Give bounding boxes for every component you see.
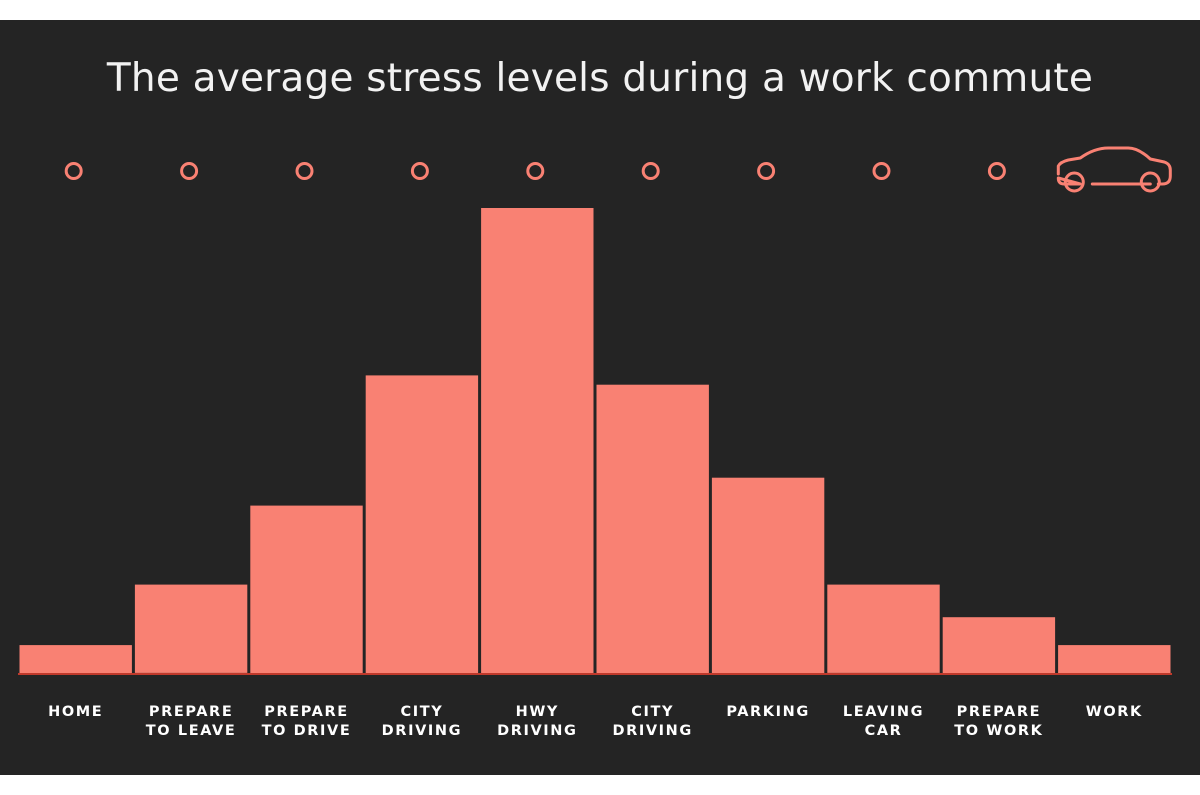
bars (19, 208, 1171, 673)
circle-marker-icon (410, 162, 429, 180)
x-tick-label-3-line-2: TO DRIVE (262, 723, 352, 739)
x-tick-labels: HOME PREPARE TO LEAVE PREPARE TO DRIVE CITY DR… (48, 704, 1143, 739)
x-tick-label-1: HOME (48, 704, 103, 720)
circle-marker-icon (64, 162, 83, 180)
x-tick-label-2-line-1: PREPARE (149, 704, 234, 720)
x-tick-label-9-line-2: TO WORK (954, 723, 1043, 739)
x-tick-label-3-line-1: PREPARE (264, 704, 349, 720)
x-tick-label-4-line-2: DRIVING (382, 723, 462, 739)
circle-marker-icon (295, 162, 314, 180)
bar-10 (1058, 645, 1171, 673)
bar-1 (19, 645, 132, 673)
x-tick-label-6-line-1: CITY (631, 704, 674, 720)
bar-9 (942, 617, 1056, 673)
x-tick-label-4-line-1: CITY (400, 704, 443, 720)
x-tick-label-5-line-1: HWY (516, 704, 559, 720)
x-tick-label-8-line-2: CAR (865, 723, 903, 739)
x-tick-label-2-line-2: TO LEAVE (146, 723, 237, 739)
bar-7 (711, 477, 825, 673)
x-tick-label-5-line-2: DRIVING (497, 723, 577, 739)
x-tick-label-8-line-1: LEAVING (843, 704, 924, 720)
circle-marker-icon (757, 162, 776, 180)
circle-marker-icon (526, 162, 545, 180)
bar-2 (134, 584, 248, 673)
x-tick-label-10: WORK (1086, 704, 1143, 720)
circle-marker-icon (987, 162, 1006, 180)
bar-3 (250, 505, 363, 673)
bar-8 (827, 584, 940, 673)
circle-marker-icon (641, 162, 660, 180)
bar-5 (481, 208, 594, 673)
chart-title: The average stress levels during a work … (106, 56, 1094, 101)
bar-6 (596, 384, 709, 673)
car-icon (1056, 146, 1172, 193)
bar-4 (365, 375, 479, 673)
x-tick-label-9-line-1: PREPARE (957, 704, 1042, 720)
x-tick-label-7: PARKING (726, 704, 810, 720)
circle-marker-icon (180, 162, 199, 180)
x-tick-label-6-line-2: DRIVING (612, 723, 692, 739)
progress-markers (64, 146, 1172, 193)
circle-marker-icon (872, 162, 891, 180)
